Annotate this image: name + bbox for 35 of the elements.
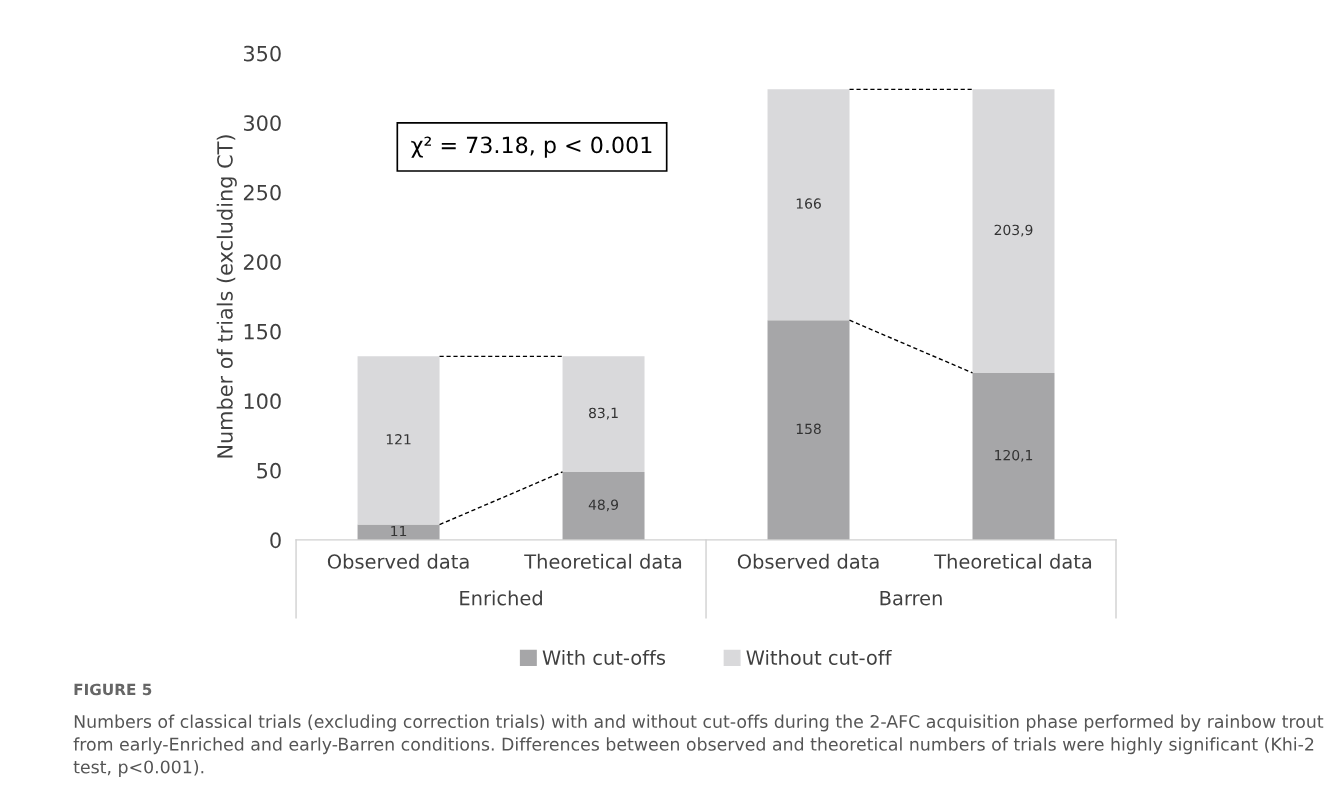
y-tick-label: 300 (243, 115, 281, 131)
data-label: 11 (391, 525, 407, 537)
data-label: 48,9 (588, 499, 619, 512)
bar (767, 320, 850, 540)
y-axis-title: Number of trials (excluding CT) (216, 135, 237, 458)
x-tick-label: Theoretical data (934, 553, 1092, 569)
y-tick-label: 50 (257, 462, 281, 479)
bar (357, 356, 440, 525)
y-tick-label: 150 (244, 323, 281, 340)
annotation: χ² = 73.18, p < 0.001 (411, 136, 652, 158)
y-tick-label: 0 (270, 532, 281, 549)
text: FIGURE 5 (74, 683, 152, 696)
legend-label: Without cut-off (746, 649, 892, 665)
bar (972, 372, 1055, 540)
data-label: 166 (796, 198, 821, 209)
text: Numbers of classical trials (excluding correction trials) with and without cut-offs during the 2-AFC acquisition phase performed by rainbow trout from early-Enriched and early-Barren conditions. Differences between observed and theoretical numbers of trials were highly significant (Khi-2 test, p<0.001). (73, 714, 1324, 777)
y-tick-label: 250 (243, 184, 281, 201)
x-tick-label: Observed data (737, 553, 879, 569)
data-label: 121 (386, 434, 411, 445)
bar (562, 471, 645, 540)
data-label: 120,1 (995, 449, 1033, 462)
bar (767, 89, 850, 321)
y-tick-label: 350 (243, 45, 281, 62)
x-tick-label: Observed data (327, 553, 469, 569)
y-tick-label: 200 (243, 254, 281, 270)
text: Enriched (460, 590, 542, 606)
legend-label: With cut-offs (542, 649, 666, 665)
data-label: 203,9 (994, 224, 1033, 237)
x-tick-label: Theoretical data (524, 553, 682, 569)
text: Barren (880, 590, 942, 606)
bar (972, 89, 1055, 373)
data-label: 83,1 (589, 407, 618, 420)
y-tick-label: 100 (244, 393, 281, 410)
data-label: 158 (796, 423, 821, 435)
bar (562, 356, 645, 472)
